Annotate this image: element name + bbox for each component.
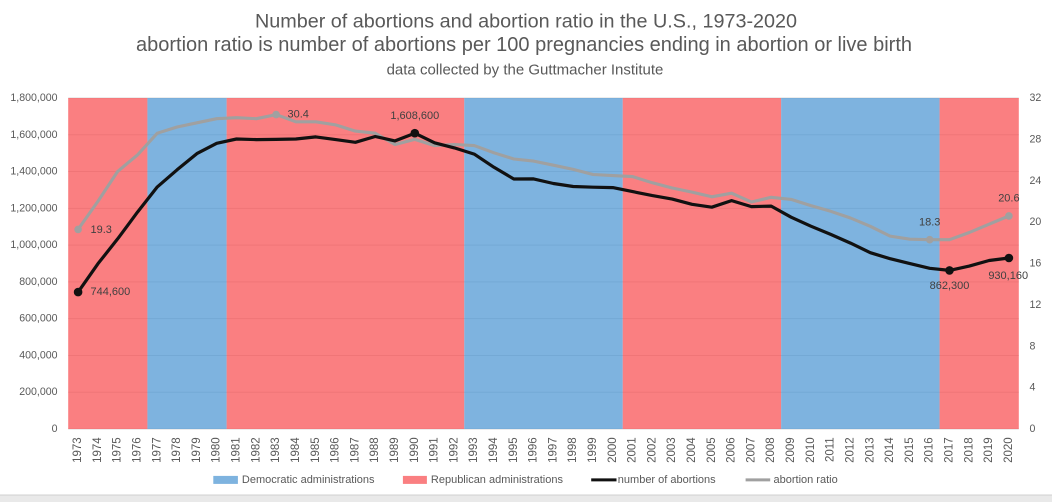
svg-text:1986: 1986 [330,437,342,463]
svg-text:1976: 1976 [132,437,144,463]
svg-text:744,600: 744,600 [91,286,131,298]
svg-text:1,200,000: 1,200,000 [10,202,57,214]
svg-text:1973: 1973 [72,437,84,463]
svg-text:2012: 2012 [845,437,857,463]
svg-text:32: 32 [1030,92,1042,104]
svg-text:1985: 1985 [310,437,322,463]
svg-text:1981: 1981 [231,437,243,463]
svg-text:1992: 1992 [448,437,460,463]
svg-text:8: 8 [1030,340,1036,352]
svg-text:1977: 1977 [151,437,163,463]
svg-text:1993: 1993 [468,437,480,463]
svg-text:2001: 2001 [627,437,639,463]
svg-text:2011: 2011 [825,437,837,462]
svg-text:2007: 2007 [745,437,757,463]
svg-text:2010: 2010 [805,437,817,463]
svg-text:2008: 2008 [765,437,777,463]
svg-text:930,160: 930,160 [988,270,1028,282]
svg-text:1980: 1980 [211,437,223,463]
svg-text:1982: 1982 [250,437,262,463]
svg-text:18.3: 18.3 [919,217,940,229]
svg-text:0: 0 [1030,423,1036,435]
svg-text:1974: 1974 [92,437,104,463]
svg-text:1996: 1996 [528,437,540,463]
svg-text:1975: 1975 [112,437,124,463]
svg-text:1989: 1989 [389,437,401,463]
svg-text:200,000: 200,000 [19,386,57,398]
svg-text:1994: 1994 [488,437,500,463]
svg-text:1,400,000: 1,400,000 [10,166,57,178]
svg-text:1,608,600: 1,608,600 [390,110,439,122]
svg-text:4: 4 [1030,382,1036,394]
svg-text:Number of abortions and aborti: Number of abortions and abortion ratio i… [255,10,797,32]
svg-text:1999: 1999 [587,437,599,463]
svg-text:Democratic administrations: Democratic administrations [242,474,375,486]
svg-text:16: 16 [1030,258,1042,270]
svg-text:2003: 2003 [666,437,678,463]
svg-text:2004: 2004 [686,437,698,463]
svg-text:1983: 1983 [270,437,282,463]
svg-text:0: 0 [52,423,58,435]
svg-text:28: 28 [1030,133,1042,145]
svg-text:24: 24 [1030,175,1042,187]
svg-text:20.6: 20.6 [998,193,1019,205]
svg-text:2000: 2000 [607,437,619,463]
svg-text:30.4: 30.4 [288,109,309,121]
svg-text:abortion ratio: abortion ratio [774,474,838,486]
svg-text:2005: 2005 [706,437,718,463]
svg-text:data collected by the Guttmach: data collected by the Guttmacher Institu… [387,61,664,78]
svg-text:2017: 2017 [944,437,956,463]
svg-text:2015: 2015 [904,437,916,463]
svg-text:number of abortions: number of abortions [618,474,716,486]
svg-text:2002: 2002 [646,437,658,463]
svg-text:2006: 2006 [726,437,738,463]
svg-text:400,000: 400,000 [19,349,57,361]
svg-text:600,000: 600,000 [19,313,57,325]
svg-text:abortion ratio is number of ab: abortion ratio is number of abortions pe… [136,34,912,56]
svg-text:2019: 2019 [983,437,995,463]
svg-text:2013: 2013 [864,437,876,463]
svg-text:1979: 1979 [191,437,203,463]
svg-text:800,000: 800,000 [19,276,57,288]
svg-text:1995: 1995 [508,437,520,463]
svg-text:1978: 1978 [171,437,183,463]
svg-text:1,600,000: 1,600,000 [10,129,57,141]
svg-text:2009: 2009 [785,437,797,463]
svg-text:1991: 1991 [429,437,441,463]
svg-text:1998: 1998 [567,437,579,463]
svg-text:1997: 1997 [547,437,559,463]
svg-text:1988: 1988 [369,437,381,463]
svg-text:1,800,000: 1,800,000 [10,92,57,104]
svg-text:862,300: 862,300 [930,280,970,292]
svg-text:19.3: 19.3 [91,224,112,236]
svg-text:2014: 2014 [884,437,896,463]
svg-text:1984: 1984 [290,437,302,463]
svg-text:1,000,000: 1,000,000 [10,239,57,251]
svg-text:1990: 1990 [409,437,421,463]
svg-text:20: 20 [1030,216,1042,228]
svg-text:12: 12 [1030,299,1042,311]
svg-text:1987: 1987 [349,437,361,463]
svg-text:Republican administrations: Republican administrations [431,474,564,486]
svg-text:2016: 2016 [924,437,936,463]
svg-text:2018: 2018 [963,437,975,463]
svg-text:2020: 2020 [1003,437,1015,463]
